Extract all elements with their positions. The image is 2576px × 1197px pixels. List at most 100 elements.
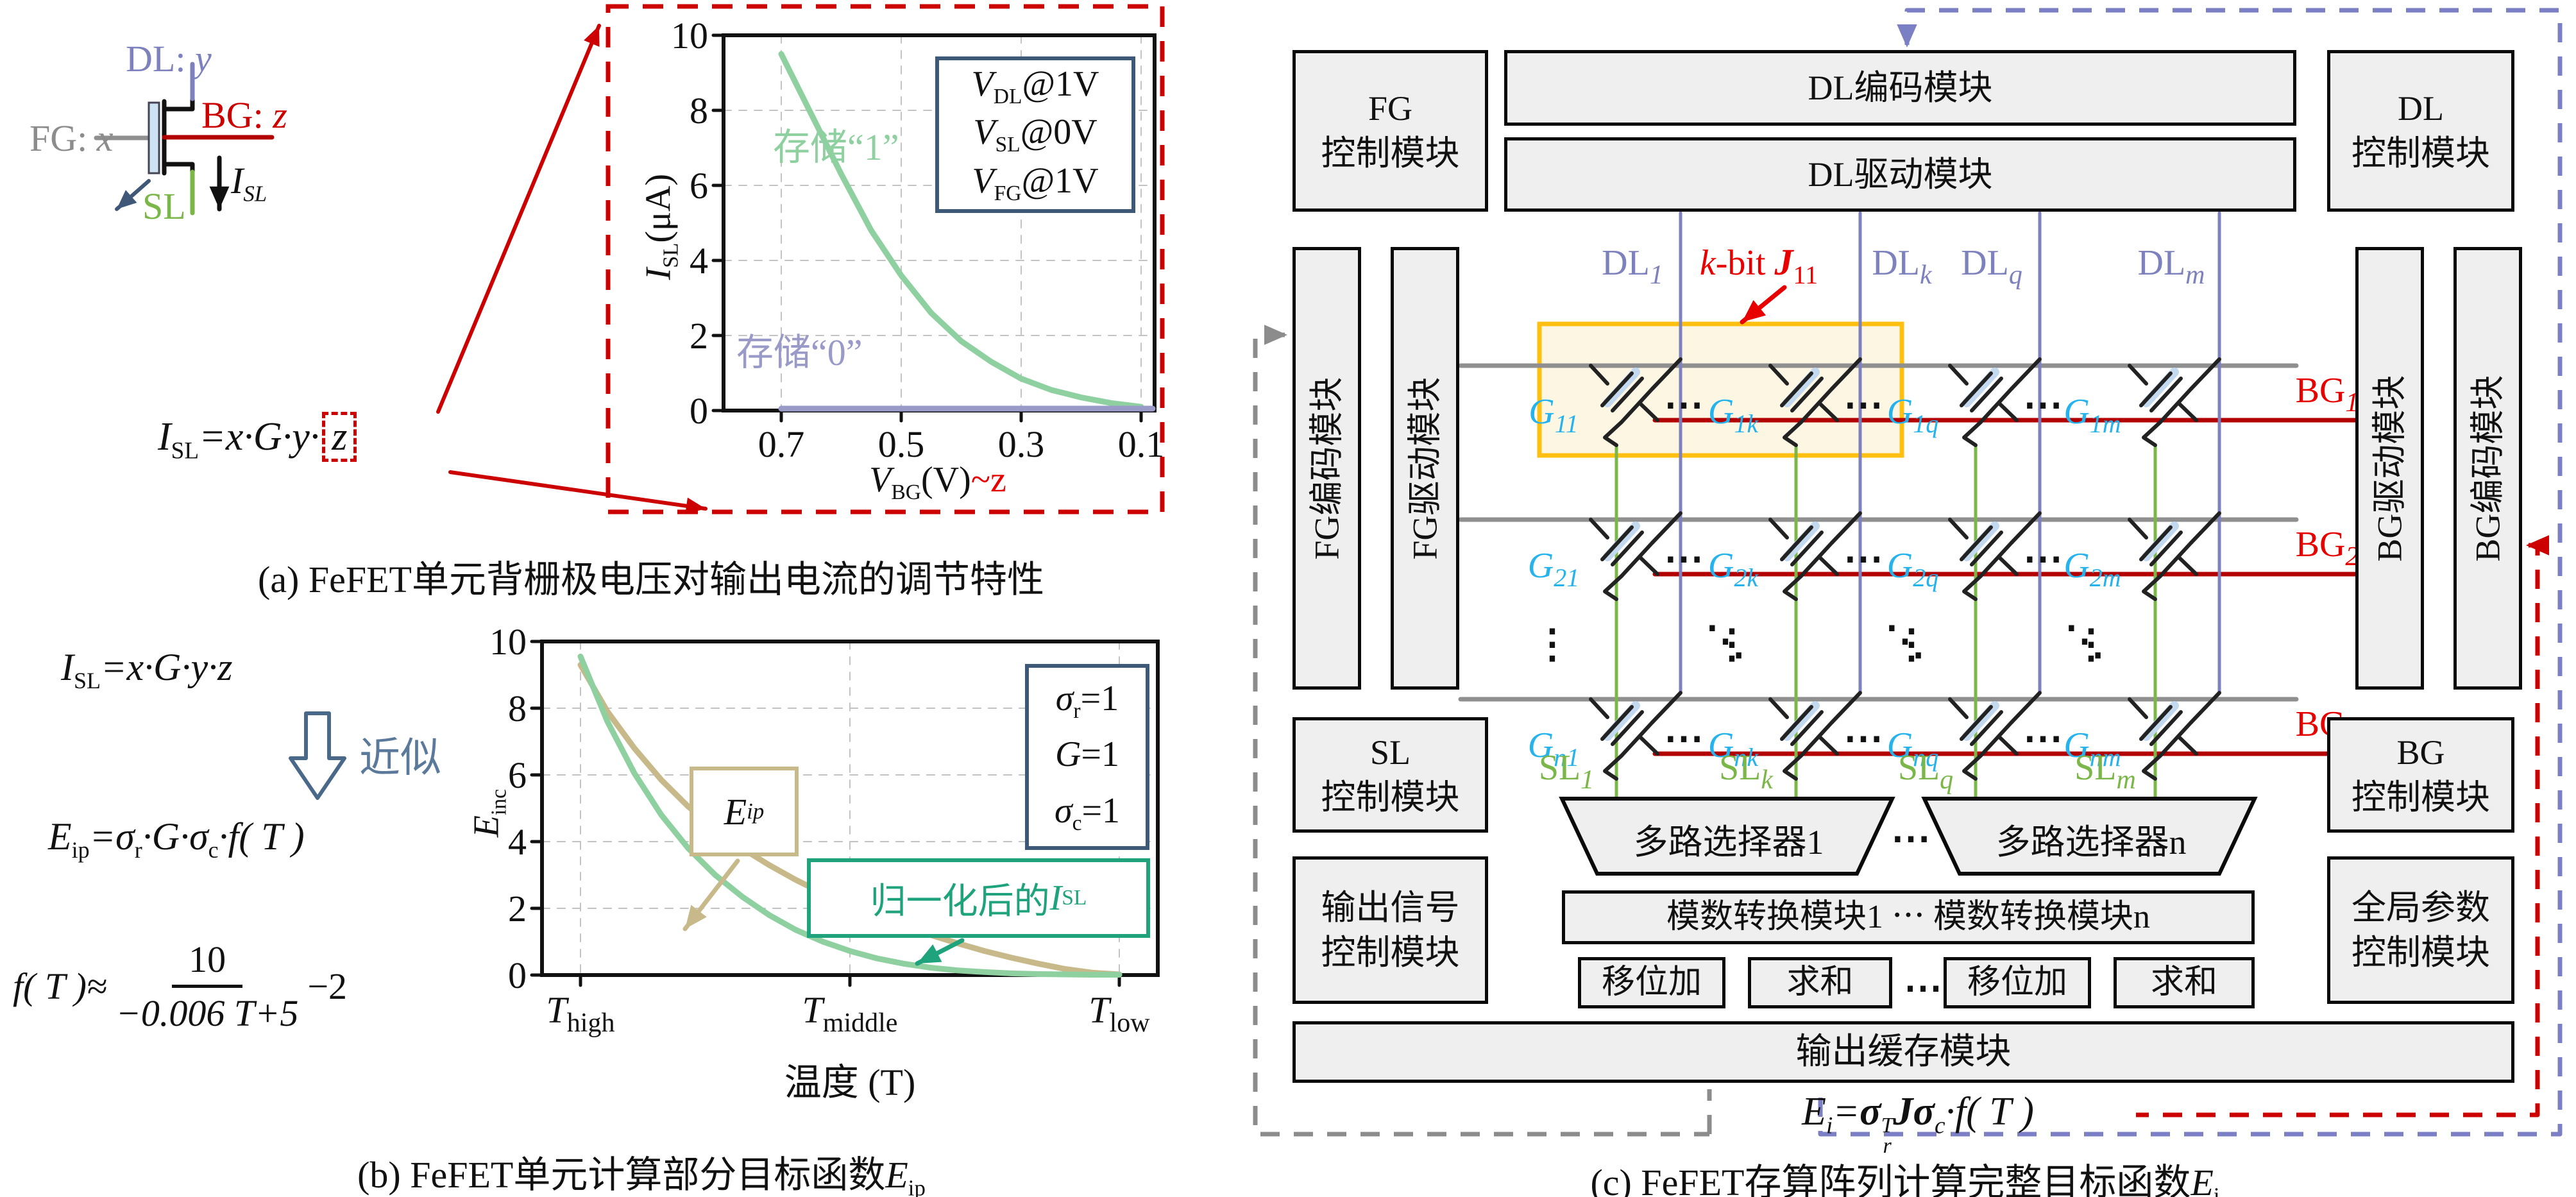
svg-label: G11 (1529, 392, 1578, 438)
svg-shape: T (1089, 989, 1112, 1031)
eq-b3: f( T )≈ 10 −0.006 T+5 −2 (13, 938, 347, 1035)
svg-shape: 2q (1913, 563, 1938, 592)
approx-label: 近似 (359, 725, 441, 784)
svg-label: BG2 (2296, 525, 2359, 572)
svg-shape: G (1887, 546, 1913, 586)
eq-lhs: I (158, 415, 171, 459)
svg-label: ⋯ (1664, 717, 1704, 761)
eq-b2-s1: r (134, 837, 142, 863)
svg-shape: m (2185, 260, 2205, 290)
svg-shape (1790, 377, 1824, 412)
ylabel-var: E (466, 815, 507, 838)
svg-shape: 1 (1580, 765, 1594, 795)
svg-label: SLk (1719, 748, 1774, 795)
device-sl-label: SL (142, 185, 186, 228)
legend-rest: @0V (1020, 112, 1097, 153)
eq-b1-rhs: =x·G·y·z (101, 646, 233, 688)
shift-sum-dots: ⋯ (1904, 965, 1942, 1010)
svg-shape (1962, 522, 1999, 561)
eq-b2-lhsub: ip (71, 837, 90, 863)
device-bg-label: BG: z (201, 94, 287, 137)
module-text: 求和 (2150, 964, 2217, 1001)
svg-label: Gn1 (1528, 726, 1579, 772)
svg-label: 10 (489, 621, 527, 663)
svg-label: 10 (671, 15, 708, 56)
svg-label: SLq (1898, 748, 1953, 795)
legend-row: G=1 (1055, 734, 1119, 779)
svg-shape: T (802, 989, 826, 1031)
svg-shape: 0 (690, 390, 708, 432)
module-text: 输出缓存模块 (1795, 1031, 2012, 1072)
svg-shape: G (1529, 392, 1554, 432)
svg-shape (1600, 371, 1634, 407)
f-e: E (1802, 1090, 1826, 1133)
svg-label: Tlow (1089, 989, 1150, 1038)
f-csub: c (1934, 1112, 1945, 1139)
svg-shape: ⋮ (1532, 623, 1572, 666)
svg-shape: 0 (508, 955, 527, 996)
svg-shape (1589, 518, 1609, 539)
svg-shape: 21 (1554, 563, 1579, 592)
eq-z: z (332, 415, 348, 459)
svg-shape (2142, 754, 2162, 781)
svg-shape (1979, 541, 2013, 578)
svg-shape (577, 653, 1123, 978)
svg-shape: SL (1898, 748, 1940, 788)
module-text: 移位加 (1601, 964, 1702, 1001)
legend-sub: DL (993, 84, 1022, 108)
svg-label: 6 (690, 165, 708, 207)
caption-c-sub: i (2213, 1183, 2220, 1197)
svg-label: ⋯ (1664, 538, 1704, 581)
module-text: 全局参数 控制模块 (2351, 885, 2490, 975)
svg-label: 0.1 (1118, 423, 1165, 465)
sl-text: SL (142, 185, 186, 227)
svg-shape (1264, 325, 1287, 345)
muxn-text: 多路选择器n (1996, 823, 2187, 862)
svg-label: ⋯ (1843, 717, 1883, 761)
dots-text: ⋯ (1891, 817, 1931, 861)
line1: BG (2396, 733, 2445, 772)
ylabel-unit: (μA) (638, 173, 679, 243)
ylabel-sub: inc (487, 788, 511, 815)
caption-b-text: (b) FeFET单元计算部分目标函数 (357, 1154, 886, 1196)
plota-legend: VDL@1V VSL@0V VFG@1V (935, 56, 1135, 213)
svg-label: 4 (508, 821, 527, 863)
plotb-ylabel: Einc (466, 685, 511, 942)
mux1-text: 多路选择器1 (1633, 823, 1824, 862)
module-bg-drive: BG驱动模块 (2355, 247, 2424, 690)
svg-label: Gnk (1708, 726, 1759, 772)
svg-shape: DL (1602, 243, 1650, 283)
norm-pre: 归一化后的 (870, 881, 1050, 922)
equation-isl: ISL=x·G·y· z (158, 412, 357, 464)
svg-label: Thigh (547, 989, 615, 1038)
z-highlight-box: z (322, 412, 357, 462)
legend-rest: @1V (1021, 161, 1099, 201)
module-bg-encode: BG编码模块 (2453, 247, 2522, 690)
svg-shape (2176, 555, 2198, 576)
line2: 控制模块 (1321, 134, 1460, 173)
eq-b1-sub: SL (73, 668, 101, 693)
line2: 控制模块 (2351, 778, 2490, 817)
legend-sub: c (1072, 811, 1082, 835)
svg-shape: 0.5 (878, 423, 925, 465)
module-text: BG 控制模块 (2351, 730, 2490, 820)
svg-label: ⋯ (2023, 538, 2063, 581)
svg-shape: ⋱ (1885, 620, 1925, 663)
svg-shape (1799, 541, 1834, 578)
eq-b1: ISL=x·G·y·z (61, 645, 232, 694)
svg-shape: G (1528, 546, 1554, 586)
module-text: BG编码模块 (2468, 375, 2507, 562)
xlabel-anno: ~z (970, 460, 1006, 500)
svg-label: G2k (1708, 546, 1759, 592)
svg-label: 0 (508, 955, 527, 996)
svg-shape (209, 186, 230, 209)
svg-shape (1603, 522, 1640, 561)
bg-text: BG: (201, 94, 264, 136)
svg-shape (685, 904, 707, 929)
legend-var: σ (1055, 679, 1074, 719)
svg-shape (2176, 734, 2198, 756)
svg-shape: nk (1734, 743, 1759, 772)
fraction-denominator: −0.006 T+5 (115, 992, 299, 1034)
module-text: SL 控制模块 (1321, 730, 1460, 820)
svg-shape (1780, 371, 1813, 407)
